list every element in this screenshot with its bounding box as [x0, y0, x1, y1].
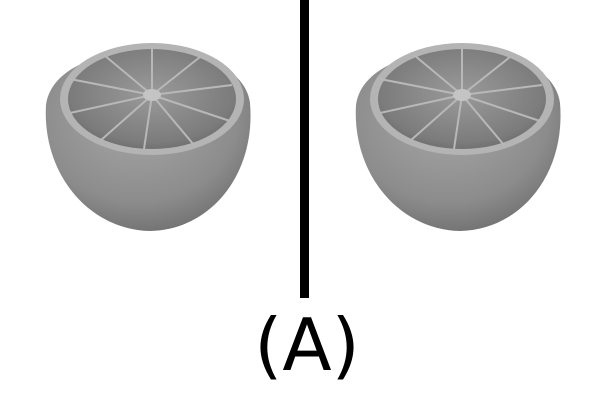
panel-label: (A): [254, 303, 359, 387]
orange-left: [44, 42, 252, 232]
divider: [300, 0, 309, 298]
orange-right: [354, 42, 562, 232]
